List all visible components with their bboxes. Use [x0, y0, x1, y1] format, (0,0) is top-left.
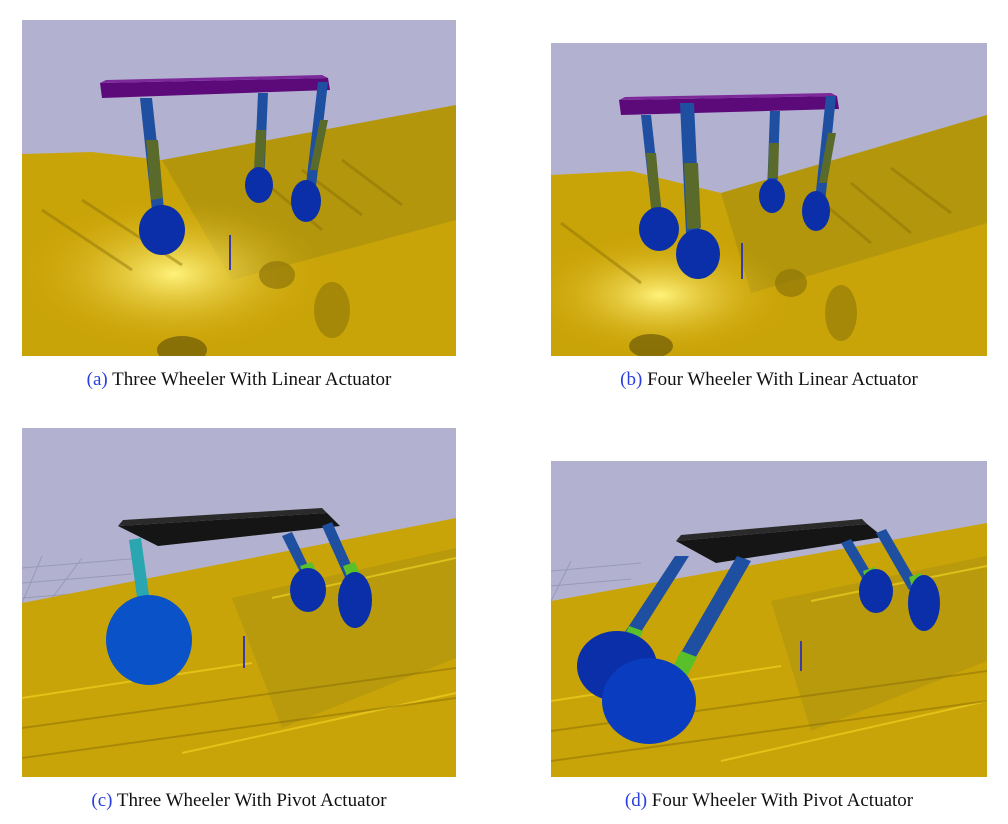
caption-c: (c) Three Wheeler With Pivot Actuator: [22, 790, 456, 812]
caption-text-b: Four Wheeler With Linear Actuator: [647, 369, 918, 390]
caption-d: (d) Four Wheeler With Pivot Actuator: [551, 790, 987, 812]
caption-label-b: (b): [620, 369, 643, 390]
caption-b: (b) Four Wheeler With Linear Actuator: [551, 369, 987, 391]
caption-text-c: Three Wheeler With Pivot Actuator: [116, 790, 387, 811]
caption-a: (a) Three Wheeler With Linear Actuator: [22, 369, 456, 391]
caption-text-d: Four Wheeler With Pivot Actuator: [651, 790, 914, 811]
robot: [100, 75, 330, 255]
caption-text-a: Three Wheeler With Linear Actuator: [112, 369, 392, 390]
figure-d-image: [551, 461, 987, 777]
frame: [100, 78, 330, 98]
caption-label-d: (d): [624, 790, 648, 811]
figure-b-image: [551, 43, 987, 356]
figure-a-image: [22, 20, 456, 356]
figure-c-image: [22, 428, 456, 777]
caption-label-c: (c): [91, 790, 113, 811]
caption-label-a: (a): [86, 369, 108, 390]
wheel: [139, 205, 185, 255]
